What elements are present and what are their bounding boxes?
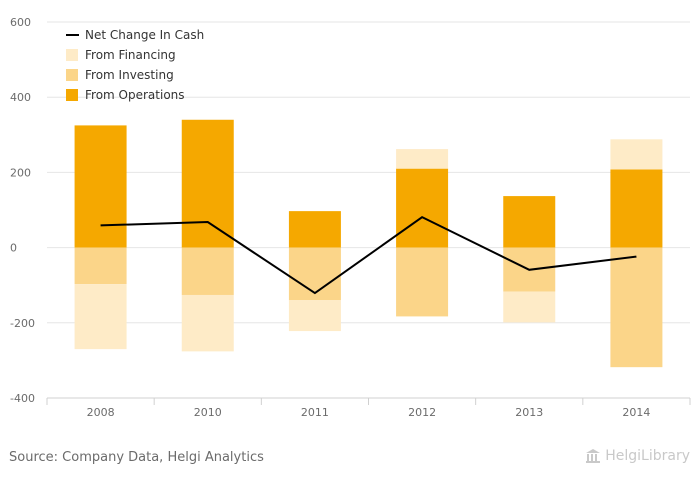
x-tick-label: 2008: [87, 406, 115, 419]
grid: [47, 21, 690, 324]
bar-from-operations: [610, 169, 663, 248]
legend-label: From Investing: [85, 68, 174, 82]
legend-swatch: [66, 49, 78, 61]
bar-from-operations: [74, 125, 127, 248]
x-tick-label: 2014: [622, 406, 650, 419]
bar-from-investing: [74, 247, 127, 285]
brand-logo: HelgiLibrary: [585, 448, 690, 464]
legend-label: From Operations: [85, 88, 185, 102]
library-building-icon: [586, 449, 601, 463]
bar-from-financing: [181, 294, 234, 352]
bar-from-financing: [610, 139, 663, 170]
bar-from-financing: [503, 291, 556, 323]
bar-from-operations: [181, 119, 234, 248]
y-tick-label: 400: [10, 91, 31, 104]
net-change-line-group: [100, 215, 637, 295]
bar-from-financing: [288, 300, 341, 332]
x-tick-label: 2010: [194, 406, 222, 419]
bar-from-investing: [181, 247, 234, 295]
legend-label: Net Change In Cash: [85, 28, 204, 42]
x-tick-label: 2013: [515, 406, 543, 419]
legend-swatch: [66, 69, 78, 81]
y-tick-label: -200: [10, 317, 35, 330]
y-tick-label: 0: [10, 242, 17, 255]
bar-from-investing: [610, 247, 663, 368]
axes: -400 -200 0 200 400 600 2008 2010 2011 2012 2013 20…: [10, 16, 691, 419]
y-tick-label: -400: [10, 392, 35, 405]
bar-from-financing: [74, 284, 127, 350]
bar-from-operations: [288, 211, 341, 248]
bar-from-operations: [503, 196, 556, 248]
legend: Net Change In Cash From Financing From Inv…: [66, 28, 204, 102]
bar-from-investing: [288, 247, 341, 301]
line-net-change-in-cash: [100, 215, 637, 295]
x-tick-label: 2011: [301, 406, 329, 419]
y-tick-label: 600: [10, 16, 31, 29]
brand-name: HelgiLibrary: [605, 448, 690, 464]
legend-swatch: [66, 89, 78, 101]
bars: [74, 119, 663, 368]
bar-from-financing: [396, 149, 449, 169]
bar-from-investing: [396, 247, 449, 317]
source-note: Source: Company Data, Helgi Analytics: [9, 450, 264, 465]
bar-from-operations: [396, 168, 449, 248]
legend-label: From Financing: [85, 48, 176, 62]
y-tick-label: 200: [10, 166, 31, 179]
x-tick-label: 2012: [408, 406, 436, 419]
